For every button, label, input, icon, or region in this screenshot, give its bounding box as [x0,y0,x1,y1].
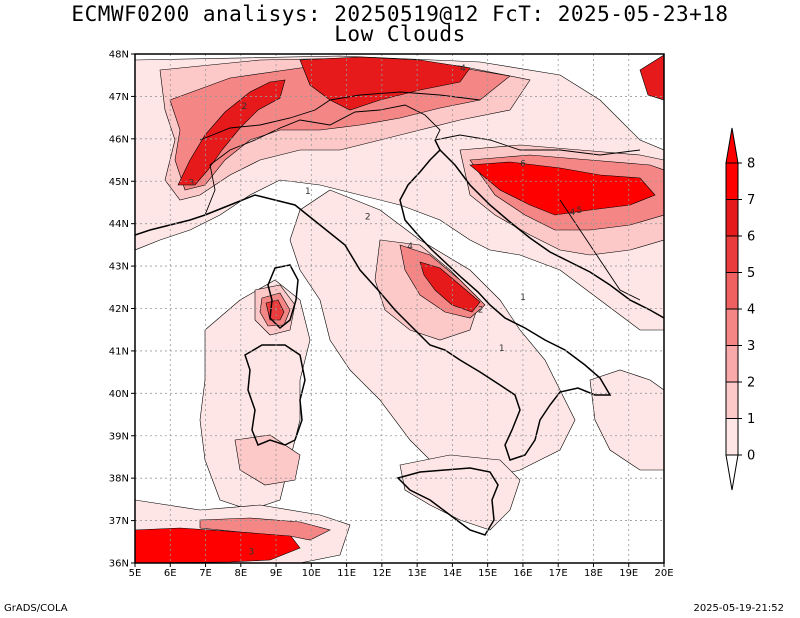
x-tick-label: 15E [478,568,497,579]
contour-label: 2 [365,212,371,222]
colorbar-label: 6 [747,230,755,245]
x-tick-label: 17E [549,568,568,579]
contour-label: 4 [460,64,466,74]
colorbar-extension-low [725,454,739,491]
contour-label: 2 [478,306,484,316]
contour-label: 1 [499,344,505,354]
contour-label: 2 [241,102,247,112]
cloud-level-7-apennines [419,261,481,313]
x-tick-label: 9E [270,568,283,579]
latitude-axis: 36N 37N 38N 39N 40N 41N 42N 43N 44N 45N 46N 47N 48N [109,50,135,570]
x-tick-label: 10E [302,568,321,579]
colorbar-segment [725,235,739,273]
contour-label: 3 [249,548,255,558]
x-tick-label: 14E [443,568,462,579]
contour-label: 5 [576,206,582,216]
x-tick-label: 12E [372,568,391,579]
x-tick-label: 5E [129,568,142,579]
x-tick-label: 8E [234,568,247,579]
footer-credit: GrADS/COLA [4,603,68,614]
y-tick-label: 38N [109,474,129,485]
y-tick-label: 41N [109,346,129,357]
colorbar-segment [725,345,739,383]
border-italy-north [204,104,441,216]
x-tick-label: 6E [164,568,177,579]
y-tick-label: 42N [109,304,129,315]
colorbar-segment [725,308,739,346]
cloud-level-2-south-sardinia [234,434,301,486]
border-slovenia-croatia [434,134,641,156]
contour-label: 6 [520,159,526,169]
contour-label: 1 [305,187,311,197]
cloud-level-1-sicily [399,454,521,531]
colorbar-label: 3 [747,339,755,354]
y-tick-label: 40N [109,389,129,400]
contour-label: 4 [569,208,575,218]
longitude-axis: 5E 6E 7E 8E 9E 10E 11E 12E 13E 14E 15E 16E 17E 18E 19E… [129,563,674,579]
y-tick-label: 36N [109,559,129,570]
x-tick-label: 18E [584,568,603,579]
border-balkans-inner [559,199,641,301]
footer-timestamp: 2025-05-19-21:52 [693,603,784,614]
coast-sicily [396,467,499,536]
coast-adriatic-east [439,149,664,319]
colorbar-label: 5 [747,266,755,281]
colorbar: 0 1 2 3 4 5 6 7 8 [725,127,755,491]
contour-label: 1 [520,293,526,303]
coast-italy-mainland [204,139,612,461]
y-tick-label: 48N [109,50,129,61]
y-tick-label: 39N [109,431,129,442]
y-tick-label: 43N [109,262,129,273]
y-tick-label: 37N [109,516,129,527]
x-tick-label: 13E [408,568,427,579]
colorbar-segment [725,418,739,456]
border-switzerland [199,99,331,141]
map-subtitle: Low Clouds [334,22,466,46]
colorbar-extension-high [725,127,739,164]
colorbar-label: 1 [747,412,755,427]
cloud-level-8-balkans [469,161,656,216]
cloud-cover-field [135,54,664,563]
colorbar-segment [725,199,739,237]
y-tick-label: 47N [109,92,129,103]
colorbar-label: 4 [747,303,755,318]
political-borders [199,91,641,301]
x-tick-label: 11E [337,568,356,579]
y-tick-label: 44N [109,219,129,230]
colorbar-label: 0 [747,449,755,464]
coast-corsica [267,264,299,330]
contour-label: 4 [407,242,413,252]
x-tick-label: 19E [619,568,638,579]
cloud-level-7-alps-north [299,56,471,111]
y-tick-label: 45N [109,177,129,188]
cloud-level-7-east-edge [639,54,664,101]
colorbar-label: 8 [747,157,755,172]
coast-sardinia [244,344,306,446]
colorbar-segment [725,272,739,310]
colorbar-label: 7 [747,193,755,208]
x-tick-label: 16E [513,568,532,579]
colorbar-segment [725,162,739,200]
map-title: ECMWF0200 analisys: 20250519@12 FcT: 202… [71,2,729,26]
colorbar-label: 2 [747,376,755,391]
x-tick-label: 7E [199,568,212,579]
contour-label: 3 [189,178,195,188]
y-tick-label: 46N [109,134,129,145]
colorbar-segment [725,381,739,419]
grid-lines [135,54,664,563]
cloud-level-4-southwest [199,517,331,541]
x-tick-label: 20E [654,568,673,579]
